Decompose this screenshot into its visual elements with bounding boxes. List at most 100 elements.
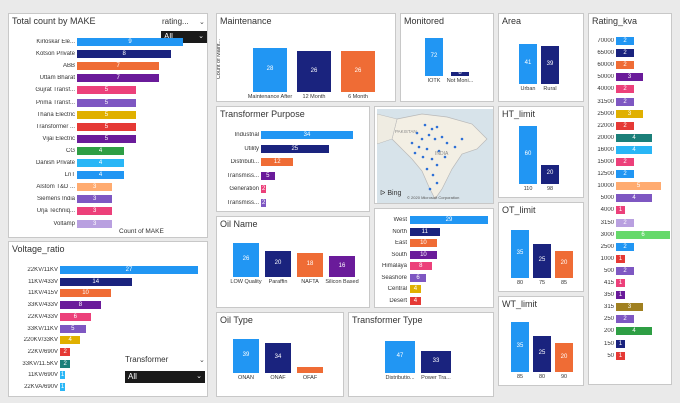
voltage-value-label: 4 xyxy=(68,337,72,344)
region-category-label: North xyxy=(392,228,407,235)
ttype-bar: 33 xyxy=(421,350,451,373)
rating-category-label: 315 xyxy=(603,304,614,311)
voltage-value-label: 27 xyxy=(125,267,133,273)
chevron-down-icon[interactable]: ⌄ xyxy=(199,357,205,364)
maintenance-bar: 28 xyxy=(253,48,287,92)
purpose-category-label: Utility xyxy=(244,145,259,152)
transformer-slicer-dropdown[interactable]: All ⌄ xyxy=(125,371,205,383)
rating-value-label: 1 xyxy=(618,292,623,299)
india-map[interactable]: PAKISTAN INDIA ᐅ Bing © 2020 Microsoft C… xyxy=(377,109,493,203)
ttype-category-label: Power Tra... xyxy=(421,375,451,381)
make-axis-title: Count of MAKE xyxy=(119,228,164,235)
area-category-label: Rural xyxy=(543,86,557,92)
make-category-label: Uttam Bharat xyxy=(39,75,75,82)
rating-bar: 1 xyxy=(616,206,625,215)
ot-chart: 35 80 25 75 20 85 xyxy=(499,203,583,291)
region-value-label: 11 xyxy=(421,228,428,235)
rating-category-label: 12500 xyxy=(597,171,614,178)
rating-bar: 2 xyxy=(616,61,634,70)
wt-bar: 35 xyxy=(511,322,529,372)
rating-value-label: 2 xyxy=(623,98,627,105)
oiltype-bar xyxy=(297,366,323,373)
ht-value-label: 20 xyxy=(546,170,554,177)
rating-value-label: 1 xyxy=(618,352,623,359)
ttype-value-label: 33 xyxy=(432,357,440,364)
map-panel[interactable]: PAKISTAN INDIA ᐅ Bing © 2020 Microsoft C… xyxy=(374,106,494,204)
voltage-category-label: 22KVA/690V xyxy=(24,384,58,390)
oiltype-value-label: 39 xyxy=(242,352,250,358)
rating-bar: 2 xyxy=(616,218,634,227)
monitored-value-label: 8 xyxy=(458,69,462,76)
rating-category-label: 16000 xyxy=(597,146,614,153)
make-panel: Total count by MAKE rating... ⌄ All ⌄ Ki… xyxy=(8,13,208,238)
oil-name-panel-title: Oil Name xyxy=(220,219,258,229)
ot-value-label: 35 xyxy=(516,250,524,256)
purpose-category-label: Distributi... xyxy=(230,159,259,165)
ttype-panel: Transformer Type 47 Distributio... 33 Power… xyxy=(348,312,494,397)
rating-bar: 3 xyxy=(616,73,643,82)
make-category-label: Vijai Electric xyxy=(42,135,75,142)
wt-panel-title: WT_limit xyxy=(502,299,537,309)
rating-value-label: 2 xyxy=(623,50,627,57)
make-bar: 3 xyxy=(77,183,113,192)
make-value-label: 7 xyxy=(116,75,120,82)
voltage-bar: 4 xyxy=(60,336,81,345)
area-value-label: 41 xyxy=(524,60,532,66)
make-value-label: 5 xyxy=(104,99,109,106)
make-value-label: 5 xyxy=(104,87,109,94)
rating-bar: 4 xyxy=(616,145,652,154)
voltage-bar: 1 xyxy=(60,371,66,380)
region-bar: 4 xyxy=(410,296,421,305)
voltage-value-label: 5 xyxy=(71,325,75,332)
monitored-chart: 72 IOTK 8 Not Moni... xyxy=(401,14,493,101)
rating-value-label: 4 xyxy=(632,195,636,202)
ot-value-label: 20 xyxy=(560,260,568,267)
voltage-panel: Voltage_ratio 22KV/11KV 27 11KV/433V 14 11KV… xyxy=(8,241,208,397)
region-category-label: South xyxy=(391,251,407,258)
chevron-down-icon[interactable]: ⌄ xyxy=(199,19,205,26)
rating-value-label: 2 xyxy=(623,86,627,93)
rating-bar: 1 xyxy=(616,351,625,360)
ttype-panel-title: Transformer Type xyxy=(352,315,423,325)
voltage-category-label: 33KV/11KV xyxy=(27,325,58,332)
monitored-bar: 8 xyxy=(451,69,469,76)
voltage-category-label: 22KV/690V xyxy=(27,348,58,355)
rating-value-label: 1 xyxy=(618,255,623,262)
voltage-chart: 22KV/11KV 27 11KV/433V 14 11KV/415V 10 33KV/43… xyxy=(9,242,207,396)
rating-category-label: 70000 xyxy=(597,38,614,44)
oilname-bar: 26 xyxy=(233,243,259,277)
oilname-value-label: 20 xyxy=(274,259,282,266)
area-value-label: 39 xyxy=(546,60,554,67)
voltage-value-label: 1 xyxy=(60,384,65,390)
ht-category-label: 98 xyxy=(546,186,554,192)
region-bar: 11 xyxy=(410,227,440,236)
region-value-label: 10 xyxy=(420,240,427,246)
purpose-value-label: 5 xyxy=(266,172,270,179)
make-value-label: 4 xyxy=(98,160,103,166)
oilname-bar: 18 xyxy=(297,253,323,277)
purpose-category-label: Transmiss... xyxy=(226,199,259,206)
rating-chart: 70000 2 65000 2 60000 2 50000 3 40000 2 31500 2 2500… xyxy=(589,14,671,384)
area-panel-title: Area xyxy=(502,16,522,26)
make-value-label: 5 xyxy=(104,135,109,142)
oiltype-category-label: OFAF xyxy=(302,375,318,381)
wt-value-label: 20 xyxy=(560,353,568,360)
ht-panel-title: HT_limit xyxy=(502,109,535,119)
make-value-label: 3 xyxy=(92,196,97,203)
maintenance-category-label: Maintenance After Breakd... xyxy=(247,94,293,100)
rating-bar: 3 xyxy=(616,109,643,118)
voltage-value-label: 8 xyxy=(78,302,83,309)
wt-chart: 35 85 25 80 20 90 xyxy=(499,297,583,385)
monitored-panel-title: Monitored xyxy=(404,16,445,26)
make-category-label: Kirloskar Ele... xyxy=(36,39,75,45)
rating-category-label: 65000 xyxy=(597,50,614,57)
rating-bar: 5 xyxy=(616,182,661,191)
ttype-chart: 47 Distributio... 33 Power Tra... xyxy=(349,313,493,396)
purpose-value-label: 2 xyxy=(262,186,266,192)
make-bar: 5 xyxy=(77,122,136,131)
wt-bar: 25 xyxy=(533,336,551,372)
rating-value-label: 2 xyxy=(623,219,627,226)
make-category-label: Danish Private xyxy=(35,160,75,166)
chevron-down-icon: ⌄ xyxy=(198,33,204,40)
region-category-label: East xyxy=(394,240,407,246)
